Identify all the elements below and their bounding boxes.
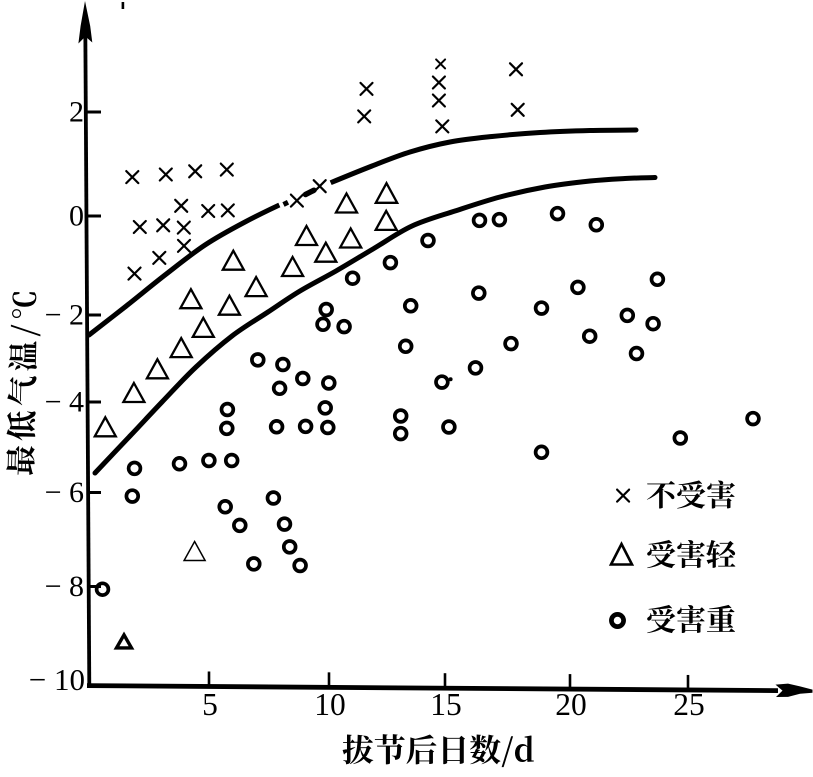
svg-text:0: 0 (69, 200, 84, 233)
svg-text:20: 20 (555, 687, 587, 722)
svg-text:− 2: − 2 (45, 299, 84, 332)
svg-text:25: 25 (673, 687, 705, 722)
svg-text:5: 5 (202, 687, 218, 722)
svg-text:− 8: − 8 (45, 570, 84, 603)
svg-text:− 6: − 6 (45, 476, 84, 509)
svg-text:2: 2 (69, 96, 84, 129)
svg-text:15: 15 (430, 687, 462, 722)
svg-text:− 4: − 4 (45, 386, 84, 419)
svg-text:10: 10 (314, 687, 346, 722)
svg-text:− 10: − 10 (29, 662, 85, 697)
